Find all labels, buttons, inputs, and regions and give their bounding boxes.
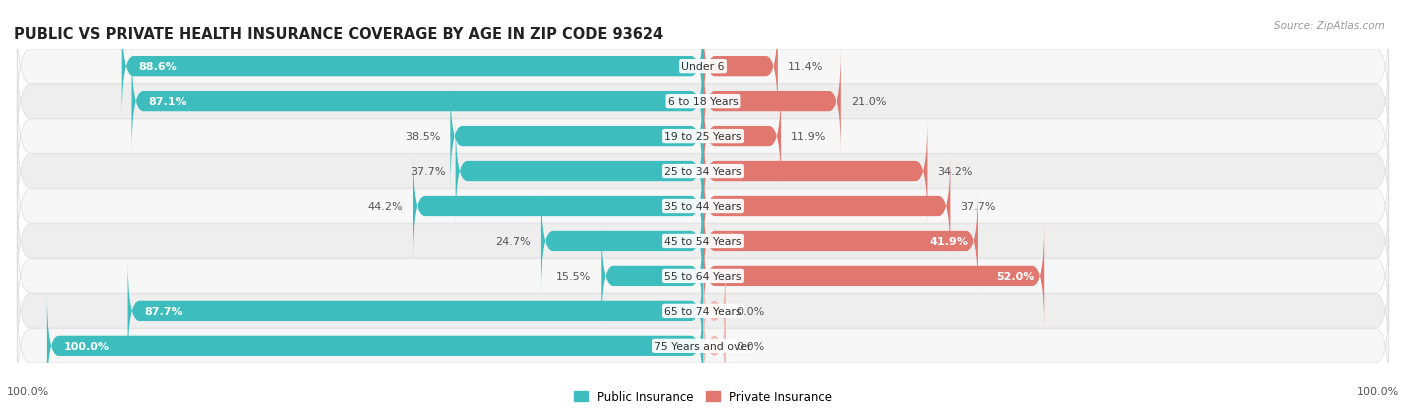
Text: 87.7%: 87.7% (143, 306, 183, 316)
Text: Source: ZipAtlas.com: Source: ZipAtlas.com (1274, 21, 1385, 31)
FancyBboxPatch shape (17, 154, 1389, 259)
FancyBboxPatch shape (703, 293, 725, 399)
Text: 88.6%: 88.6% (138, 62, 177, 72)
Text: 38.5%: 38.5% (405, 132, 440, 142)
FancyBboxPatch shape (17, 14, 1389, 120)
FancyBboxPatch shape (17, 119, 1389, 224)
Text: 6 to 18 Years: 6 to 18 Years (668, 97, 738, 107)
Text: 100.0%: 100.0% (7, 387, 49, 396)
FancyBboxPatch shape (703, 223, 1045, 329)
Text: 45 to 54 Years: 45 to 54 Years (664, 236, 742, 247)
FancyBboxPatch shape (703, 14, 778, 120)
Text: 0.0%: 0.0% (735, 341, 763, 351)
Text: 65 to 74 Years: 65 to 74 Years (664, 306, 742, 316)
FancyBboxPatch shape (450, 84, 703, 190)
Text: 25 to 34 Years: 25 to 34 Years (664, 166, 742, 177)
Text: 24.7%: 24.7% (495, 236, 531, 247)
FancyBboxPatch shape (17, 189, 1389, 294)
FancyBboxPatch shape (541, 189, 703, 294)
FancyBboxPatch shape (703, 259, 725, 364)
Legend: Public Insurance, Private Insurance: Public Insurance, Private Insurance (569, 385, 837, 408)
Text: 52.0%: 52.0% (995, 271, 1035, 281)
FancyBboxPatch shape (413, 154, 703, 259)
FancyBboxPatch shape (456, 119, 703, 224)
Text: 44.2%: 44.2% (367, 202, 404, 211)
FancyBboxPatch shape (703, 154, 950, 259)
Text: 37.7%: 37.7% (960, 202, 995, 211)
FancyBboxPatch shape (17, 223, 1389, 329)
Text: 15.5%: 15.5% (557, 271, 592, 281)
FancyBboxPatch shape (703, 119, 928, 224)
Text: 11.9%: 11.9% (792, 132, 827, 142)
Text: 19 to 25 Years: 19 to 25 Years (664, 132, 742, 142)
Text: 0.0%: 0.0% (735, 306, 763, 316)
Text: 35 to 44 Years: 35 to 44 Years (664, 202, 742, 211)
Text: 100.0%: 100.0% (1357, 387, 1399, 396)
Text: 11.4%: 11.4% (787, 62, 823, 72)
FancyBboxPatch shape (703, 189, 979, 294)
Text: 37.7%: 37.7% (411, 166, 446, 177)
FancyBboxPatch shape (17, 84, 1389, 190)
FancyBboxPatch shape (17, 49, 1389, 154)
Text: PUBLIC VS PRIVATE HEALTH INSURANCE COVERAGE BY AGE IN ZIP CODE 93624: PUBLIC VS PRIVATE HEALTH INSURANCE COVER… (14, 26, 664, 41)
FancyBboxPatch shape (128, 259, 703, 364)
Text: 21.0%: 21.0% (851, 97, 886, 107)
FancyBboxPatch shape (132, 49, 703, 154)
FancyBboxPatch shape (46, 293, 703, 399)
FancyBboxPatch shape (602, 223, 703, 329)
Text: 100.0%: 100.0% (63, 341, 110, 351)
Text: 75 Years and over: 75 Years and over (654, 341, 752, 351)
FancyBboxPatch shape (122, 14, 703, 120)
Text: 41.9%: 41.9% (929, 236, 969, 247)
Text: 34.2%: 34.2% (938, 166, 973, 177)
Text: Under 6: Under 6 (682, 62, 724, 72)
FancyBboxPatch shape (703, 49, 841, 154)
FancyBboxPatch shape (17, 293, 1389, 399)
Text: 87.1%: 87.1% (148, 97, 187, 107)
Text: 55 to 64 Years: 55 to 64 Years (664, 271, 742, 281)
FancyBboxPatch shape (703, 84, 782, 190)
FancyBboxPatch shape (17, 259, 1389, 364)
